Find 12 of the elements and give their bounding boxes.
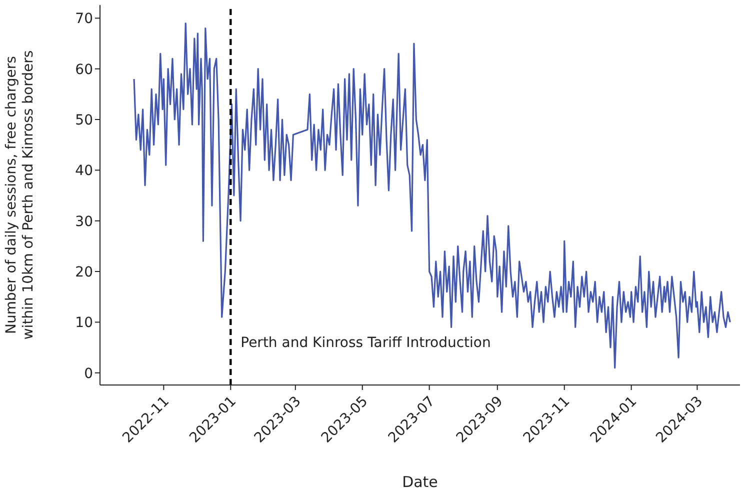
y-axis-title: Number of daily sessions, free chargers within 10km of Perth and Kinross borders [4, 50, 36, 340]
y-tick-label: 30 [75, 214, 93, 230]
y-tick-label: 20 [75, 264, 93, 280]
y-tick-label: 10 [75, 315, 93, 332]
x-axis-title: Date [402, 473, 438, 491]
y-tick-label: 0 [84, 366, 93, 382]
y-tick-label: 40 [75, 163, 93, 180]
ref-line-label: Perth and Kinross Tariff Introduction [240, 335, 491, 351]
y-tick-label: 60 [75, 62, 93, 78]
line-series [133, 22, 731, 369]
y-tick-label: 50 [75, 112, 93, 128]
y-tick-label: 70 [75, 11, 93, 28]
